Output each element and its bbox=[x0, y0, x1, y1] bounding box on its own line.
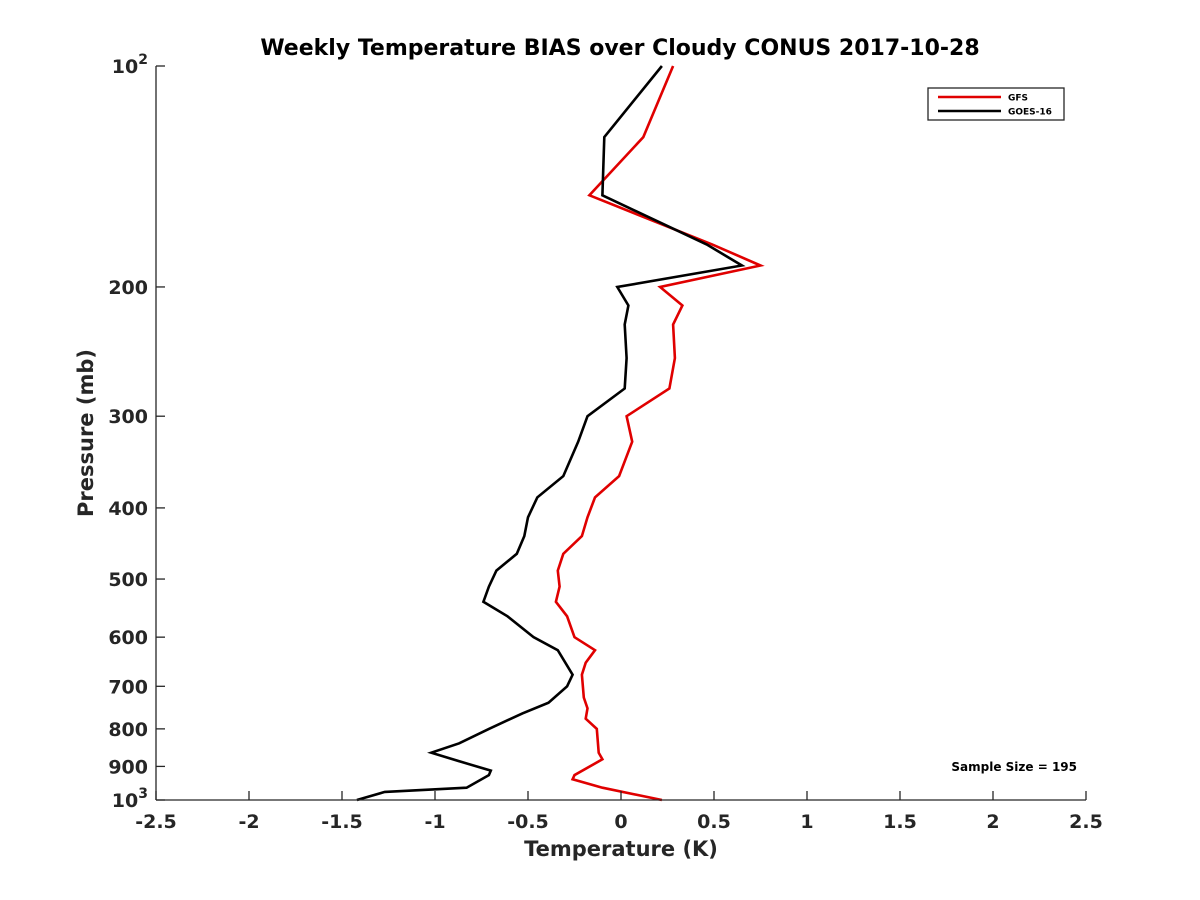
y-tick-label: 700 bbox=[108, 676, 148, 698]
x-axis-title: Temperature (K) bbox=[524, 837, 718, 861]
x-tick-label: 1.5 bbox=[883, 811, 917, 833]
y-tick-label: 300 bbox=[108, 406, 148, 428]
x-tick-label: -1 bbox=[424, 811, 445, 833]
axes bbox=[155, 66, 1086, 801]
y-tick-label: 200 bbox=[108, 277, 148, 299]
y-tick-label: 600 bbox=[108, 627, 148, 649]
y-tick-label: 500 bbox=[108, 569, 148, 591]
x-tick-label: -2.5 bbox=[135, 811, 177, 833]
chart-title: Weekly Temperature BIAS over Cloudy CONU… bbox=[260, 36, 979, 61]
legend-label: GOES-16 bbox=[1008, 108, 1052, 118]
x-tick-label: 0 bbox=[614, 811, 627, 833]
legend-label: GFS bbox=[1008, 94, 1028, 104]
x-tick-label: -0.5 bbox=[507, 811, 549, 833]
y-tick-label: 900 bbox=[108, 756, 148, 778]
legend: GFS GOES-16 bbox=[927, 87, 1065, 121]
series-line-gfs bbox=[554, 65, 765, 802]
x-tick-label: -2 bbox=[238, 811, 259, 833]
y-ticks: 102 200 300 400 500 600 700 800 900 103 bbox=[108, 52, 165, 812]
y-tick-label: 103 bbox=[112, 786, 148, 812]
legend-box bbox=[927, 87, 1065, 121]
y-tick-label: 400 bbox=[108, 498, 148, 520]
series-line-goes-16 bbox=[356, 65, 746, 802]
y-tick-label: 102 bbox=[112, 52, 148, 78]
x-ticks: -2.5 -2 -1.5 -1 -0.5 0 0.5 1 1.5 2 2.5 bbox=[135, 791, 1103, 833]
x-tick-label: -1.5 bbox=[321, 811, 363, 833]
series-layer bbox=[356, 65, 765, 802]
x-tick-label: 0.5 bbox=[697, 811, 731, 833]
y-tick-label: 800 bbox=[108, 719, 148, 741]
x-tick-label: 2.5 bbox=[1069, 811, 1103, 833]
sample-size-annotation: Sample Size = 195 bbox=[951, 760, 1077, 774]
x-tick-label: 1 bbox=[800, 811, 813, 833]
y-axis-title: Pressure (mb) bbox=[74, 349, 98, 517]
x-tick-label: 2 bbox=[986, 811, 999, 833]
